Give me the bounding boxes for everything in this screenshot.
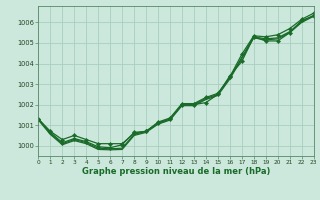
X-axis label: Graphe pression niveau de la mer (hPa): Graphe pression niveau de la mer (hPa) — [82, 167, 270, 176]
